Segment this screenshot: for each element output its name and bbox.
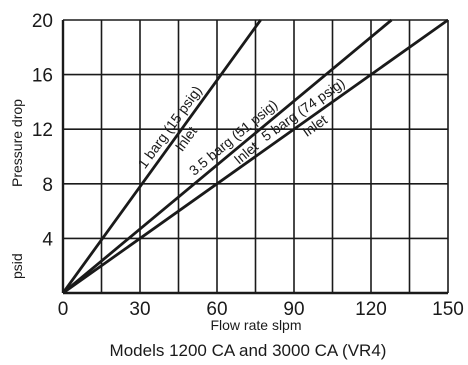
x-tick-label: 120 bbox=[355, 299, 387, 320]
chart-caption: Models 1200 CA and 3000 CA (VR4) bbox=[110, 341, 387, 360]
y-axis-title-lower: psid bbox=[9, 253, 25, 279]
y-axis-title-upper: Pressure drop bbox=[9, 99, 25, 187]
series-line-1 bbox=[61, 19, 262, 294]
series-line-2 bbox=[62, 18, 393, 295]
x-tick-label: 150 bbox=[432, 299, 464, 320]
series-line-3 bbox=[62, 18, 449, 295]
y-tick-label: 12 bbox=[32, 120, 53, 141]
y-tick-label: 20 bbox=[32, 11, 53, 32]
x-tick-label: 90 bbox=[283, 299, 304, 320]
x-axis-title: Flow rate slpm bbox=[210, 317, 301, 333]
y-tick-label: 8 bbox=[42, 175, 53, 196]
x-tick-label: 0 bbox=[58, 299, 69, 320]
y-tick-label: 4 bbox=[42, 229, 53, 250]
series-lines bbox=[61, 18, 449, 295]
tick-labels: 0 30 60 90 120 150 4 8 12 16 20 bbox=[32, 11, 464, 320]
x-tick-label: 60 bbox=[206, 299, 227, 320]
y-tick-label: 16 bbox=[32, 66, 53, 87]
x-tick-label: 30 bbox=[129, 299, 150, 320]
